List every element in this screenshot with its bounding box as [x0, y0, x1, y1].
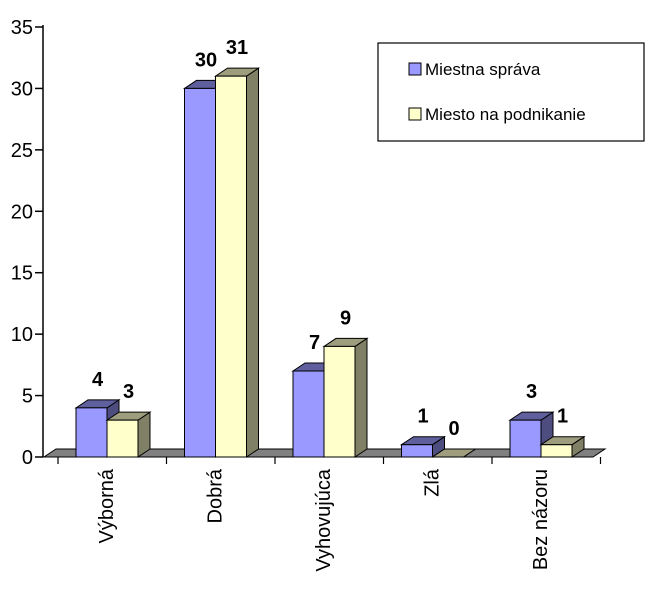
- category-label-bez-nazoru: Bez názoru: [530, 469, 552, 570]
- data-label: 1: [417, 406, 428, 428]
- legend: Miestna správa Miesto na podnikanie: [377, 42, 645, 142]
- data-label: 3: [526, 381, 537, 403]
- legend-swatch-miesto-na-podnikanie: [408, 107, 422, 121]
- bar-front: [509, 419, 542, 458]
- data-label: 9: [340, 307, 351, 329]
- y-tick-label: 15: [11, 263, 33, 285]
- data-label: 31: [226, 37, 248, 59]
- bar-front: [215, 75, 247, 458]
- bar-side: [246, 67, 259, 458]
- data-label: 0: [448, 418, 459, 440]
- data-label: 1: [557, 406, 568, 428]
- legend-label-miesto-na-podnikanie: Miesto na podnikanie: [425, 105, 586, 124]
- legend-box: [377, 42, 645, 142]
- category-label-vyhovujuca: Vyhovujúca: [313, 468, 335, 572]
- bars-layer: [74, 67, 586, 458]
- bar-front: [184, 87, 216, 458]
- bar-miesto-na-podnikanie-dobra: [213, 67, 261, 458]
- bar-front: [401, 444, 433, 458]
- y-tick-label: 10: [11, 324, 33, 346]
- y-tick-label: 30: [11, 78, 33, 100]
- legend-label-miestna-sprava: Miestna správa: [425, 60, 541, 79]
- bar-side: [354, 337, 368, 458]
- category-label-zla: Zlá: [422, 468, 444, 497]
- bar-miesto-na-podnikanie-vyhovujuca: [322, 337, 369, 458]
- bar-miestna-sprava-zla: [399, 435, 447, 458]
- bar-front: [540, 444, 573, 458]
- bar-front: [75, 407, 108, 458]
- y-tick-label: 0: [22, 447, 33, 469]
- y-tick-label: 5: [22, 386, 33, 408]
- bar-miesto-na-podnikanie-zla: [430, 448, 478, 458]
- data-label: 30: [195, 49, 217, 71]
- y-tick-label: 35: [11, 17, 33, 39]
- legend-swatch-miestna-sprava: [408, 62, 422, 76]
- y-axis: 0 5 10 15 20 25 30 35: [11, 17, 44, 469]
- category-label-vyborna: Výborná: [96, 468, 118, 543]
- bar-front: [106, 419, 139, 458]
- data-label: 7: [309, 332, 320, 354]
- y-tick-label: 25: [11, 140, 33, 162]
- data-label: 3: [123, 381, 134, 403]
- data-label: 4: [92, 369, 104, 391]
- bar-front: [323, 345, 356, 458]
- bar-miesto-na-podnikanie-vyborna: [105, 411, 152, 458]
- bar-miesto-na-podnikanie-bez-nazoru: [539, 435, 586, 458]
- x-axis-categories: Výborná Dobrá Vyhovujúca Zlá Bez názoru: [57, 457, 602, 572]
- category-label-dobra: Dobrá: [205, 468, 227, 523]
- y-tick-label: 20: [11, 201, 33, 223]
- bar-front: [292, 370, 325, 458]
